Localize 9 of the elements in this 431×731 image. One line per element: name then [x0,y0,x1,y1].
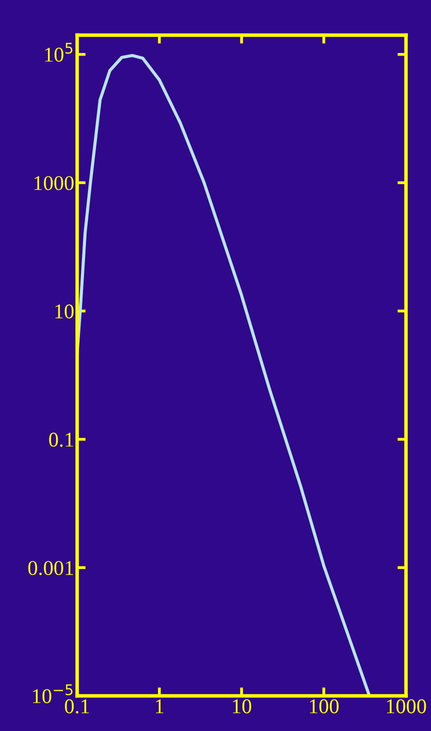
x-tick-label: 1 [156,699,164,714]
x-tick-label: 10 [232,699,252,714]
x-tick-label: 100 [310,699,339,714]
x-tick-label: 1000 [387,699,426,714]
y-tick-label: 10$^{5}$ [45,42,72,62]
y-tick-label: 0.001 [28,560,74,576]
y-tick-label: 1000 [34,176,74,190]
y-tick-label: 0.1 [49,432,74,447]
y-tick-label: 10 [55,304,74,318]
